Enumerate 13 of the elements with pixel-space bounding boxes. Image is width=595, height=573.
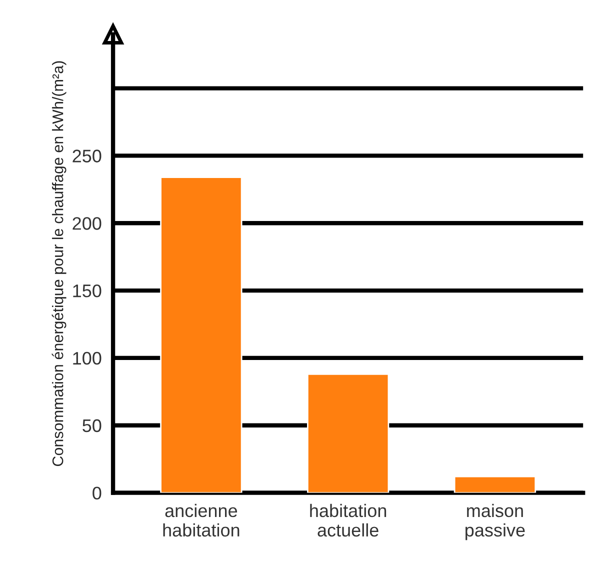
y-tick-label: 50 [82, 419, 102, 432]
y-tick-label: 150 [73, 284, 102, 298]
y-tick-label: 0 [92, 486, 102, 500]
bar [160, 176, 242, 493]
bar [306, 373, 390, 493]
y-tick-label: 250 [72, 150, 102, 162]
y-tick-label: 100 [73, 352, 102, 365]
y-tick-label: 200 [72, 217, 102, 230]
x-tick-label: habitation actuelle [310, 504, 386, 537]
y-axis-title: Consommation énergétique pour le chauffage en kWh/(m²a) [52, 61, 66, 466]
bar [454, 476, 536, 493]
x-tick-label: ancienne habitation [163, 504, 240, 537]
x-tick-label: maison passive [466, 504, 525, 540]
